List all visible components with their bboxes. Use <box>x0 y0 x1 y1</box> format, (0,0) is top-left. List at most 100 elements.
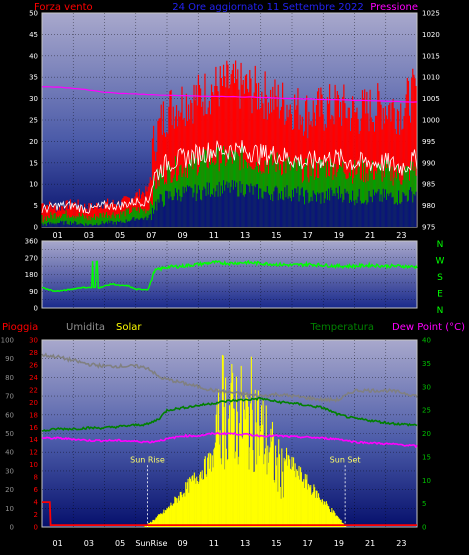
direction-compass-label: W <box>436 257 445 267</box>
wind-x-tick: 11 <box>209 231 219 240</box>
rain-x-tick: 21 <box>365 539 375 548</box>
rain-y-tick: 0 <box>34 524 38 532</box>
humidity-y-tick: 60 <box>5 411 14 419</box>
wind-x-tick: 15 <box>271 231 281 240</box>
rain-y-tick: 14 <box>29 436 38 444</box>
temperature-y-tick: 5 <box>422 500 426 508</box>
humidity-y-tick: 0 <box>10 524 14 532</box>
humidity-y-tick: 20 <box>5 486 14 494</box>
humidity-y-tick: 50 <box>5 430 14 438</box>
temperature-y-tick: 15 <box>422 453 431 461</box>
humidity-y-tick: 30 <box>5 467 14 475</box>
humidity-y-tick: 90 <box>5 355 14 363</box>
wind-y-tick: 15 <box>29 159 38 167</box>
wind-y-tick: 0 <box>34 224 38 232</box>
humidity-y-tick: 10 <box>5 505 14 513</box>
pressure-y-tick: 1015 <box>422 52 440 60</box>
pressure-line <box>41 86 418 103</box>
wind-x-tick: 13 <box>240 231 250 240</box>
wind-x-tick: 21 <box>365 231 375 240</box>
rain-x-tick: 17 <box>303 539 313 548</box>
rain-x-tick: 23 <box>396 539 406 548</box>
direction-compass-label: S <box>437 273 443 283</box>
pressure-y-tick: 985 <box>422 181 435 189</box>
direction-compass-label: N <box>437 240 444 250</box>
temperature-line <box>41 396 418 433</box>
rain-y-tick: 6 <box>34 486 39 494</box>
rain-y-tick: 12 <box>29 449 38 457</box>
temperature-y-tick: 35 <box>422 360 431 368</box>
rain-y-tick: 10 <box>29 461 38 469</box>
wind-y-tick: 10 <box>29 181 38 189</box>
wind-y-tick: 50 <box>29 10 38 18</box>
temperature-y-tick: 40 <box>422 337 431 345</box>
wind-y-tick: 25 <box>29 117 38 125</box>
rain-x-tick: 15 <box>271 539 281 548</box>
pressure-y-tick: 1020 <box>422 31 440 39</box>
dew-point-line <box>41 431 418 449</box>
rain-x-tick: 19 <box>334 539 344 548</box>
rain-x-tick: 11 <box>209 539 219 548</box>
chart-title: 24 Ore aggiornato 11 Settembre 2022 <box>172 2 364 13</box>
humidity-line <box>41 352 418 403</box>
sunrise-label: Sun Rise <box>130 455 165 464</box>
pressure-y-tick: 995 <box>422 138 435 146</box>
humidity-y-tick: 40 <box>5 449 14 457</box>
direction-compass-label: E <box>437 290 443 300</box>
wind-gust-line <box>41 140 418 214</box>
wind-x-tick: 19 <box>334 231 344 240</box>
rain-x-tick: 09 <box>178 539 188 548</box>
rain-y-tick: 26 <box>29 361 38 369</box>
wind-y-tick: 45 <box>29 31 38 39</box>
rain-x-tick: 05 <box>115 539 125 548</box>
wind-y-tick: 20 <box>29 138 38 146</box>
wind-y-tick: 40 <box>29 52 38 60</box>
rain-y-tick: 8 <box>34 474 38 482</box>
temperature-y-tick: 20 <box>422 430 431 438</box>
wind-x-tick: 17 <box>303 231 313 240</box>
rain-x-tick: 01 <box>53 539 63 548</box>
rain-y-tick: 20 <box>29 399 38 407</box>
direction-y-tick: 180 <box>25 271 38 279</box>
pressure-axis-label: Pressione <box>370 2 418 13</box>
direction-y-tick: 270 <box>25 254 38 262</box>
wind-x-tick: 01 <box>53 231 63 240</box>
legend-temperature: Temperatura <box>309 322 374 333</box>
humidity-y-tick: 100 <box>1 337 14 345</box>
wind-x-tick: 03 <box>84 231 94 240</box>
direction-compass-label: N <box>437 306 444 316</box>
wind-x-tick: 07 <box>146 231 156 240</box>
rain-y-tick: 2 <box>34 511 38 519</box>
wind-y-tick: 35 <box>29 74 38 82</box>
rain-y-tick: 30 <box>29 337 38 345</box>
direction-y-tick: 0 <box>34 305 38 313</box>
direction-y-tick: 360 <box>25 238 38 246</box>
rain-x-tick: 13 <box>240 539 250 548</box>
legend-rain: Pioggia <box>2 322 38 333</box>
pressure-y-tick: 1005 <box>422 95 440 103</box>
temperature-y-tick: 25 <box>422 407 431 415</box>
rain-x-tick: SunRise <box>135 539 167 548</box>
rain-line <box>42 501 417 526</box>
rain-y-tick: 16 <box>29 424 38 432</box>
rain-x-tick: 03 <box>84 539 94 548</box>
sunset-label: Sun Set <box>330 455 361 464</box>
pressure-y-tick: 1025 <box>422 10 440 18</box>
rain-y-tick: 28 <box>29 349 38 357</box>
temperature-y-tick: 30 <box>422 383 431 391</box>
direction-y-tick: 90 <box>29 288 38 296</box>
rain-y-tick: 24 <box>29 374 38 382</box>
wind-y-tick: 5 <box>34 202 38 210</box>
wind-axis-label: Forza vento <box>34 2 93 13</box>
legend-dew-point: Dew Point (°C) <box>392 322 465 333</box>
wind-x-tick: 09 <box>178 231 188 240</box>
legend-solar: Solar <box>116 322 142 333</box>
wind-y-tick: 30 <box>29 95 38 103</box>
temperature-y-tick: 0 <box>422 524 426 532</box>
rain-y-tick: 18 <box>29 411 38 419</box>
rain-y-tick: 4 <box>34 499 39 507</box>
wind-direction-line <box>41 259 418 293</box>
humidity-y-tick: 70 <box>5 393 14 401</box>
pressure-y-tick: 990 <box>422 159 435 167</box>
